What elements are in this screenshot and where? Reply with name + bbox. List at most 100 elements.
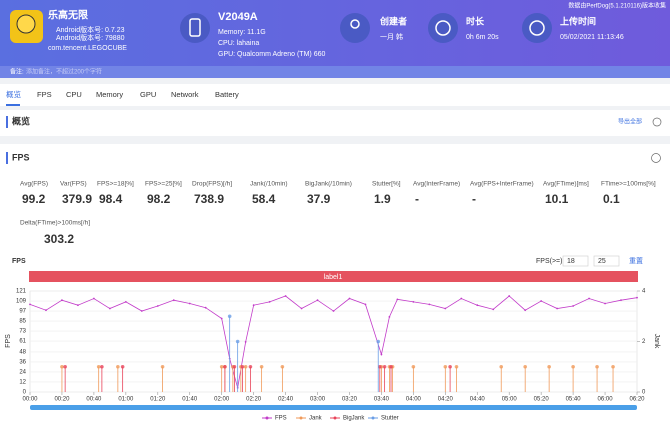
export-link[interactable]: 导出全部	[618, 118, 642, 126]
threshold-input[interactable]	[562, 255, 589, 267]
cpu: CPU: lahaina	[218, 40, 259, 47]
gpu: GPU: Qualcomm Adreno (TM) 660	[218, 51, 325, 58]
threshold-value: 25	[598, 258, 606, 265]
android-version: Android版本号: 0.7.23	[56, 25, 125, 34]
tab[interactable]: 概览	[6, 89, 21, 99]
event-marker	[63, 364, 67, 369]
tab[interactable]: FPS	[37, 90, 52, 99]
metric-label: FTime>=100ms[%]	[601, 181, 656, 188]
fps-point	[124, 300, 127, 303]
x-tick-label: 00:40	[86, 397, 102, 403]
fps-point	[364, 303, 367, 306]
tab[interactable]: CPU	[66, 90, 82, 99]
fps-point	[412, 300, 415, 303]
event-marker	[160, 364, 165, 369]
y-tick-label: 61	[19, 339, 26, 345]
fps-point	[29, 303, 31, 306]
fps-point	[172, 299, 175, 302]
metric-value: -	[472, 192, 476, 206]
legend-dot	[265, 416, 269, 420]
event-marker	[499, 364, 504, 369]
fps-point	[604, 302, 606, 305]
creator: 一月 韩	[380, 32, 403, 41]
x-tick-label: 05:20	[534, 397, 550, 403]
tab[interactable]: Memory	[96, 90, 123, 99]
duration-icon	[428, 13, 458, 43]
fps-point	[540, 300, 543, 302]
y-tick-label: 48	[19, 350, 26, 356]
fps-point	[460, 297, 463, 300]
event-marker	[219, 364, 224, 369]
event-marker	[376, 339, 381, 344]
threshold-label: FPS(>=)	[536, 258, 562, 265]
y-tick-label: 121	[16, 289, 27, 295]
header-bg	[0, 0, 670, 78]
reset-link[interactable]: 重置	[629, 257, 643, 265]
fps-point	[348, 297, 351, 300]
fps-point	[524, 309, 527, 312]
tab[interactable]: GPU	[140, 90, 156, 99]
legend-label[interactable]: Stutter	[381, 416, 399, 422]
tab-underline	[6, 104, 20, 106]
memory: Memory: 11.1G	[218, 29, 266, 36]
fps-point	[284, 295, 287, 297]
legend-label[interactable]: BigJank	[343, 416, 365, 422]
metric-value: 303.2	[44, 232, 74, 246]
y-tick-label: 73	[19, 329, 26, 335]
fps-point	[300, 307, 303, 310]
event-marker	[547, 364, 551, 369]
y2-tick-label: 4	[642, 289, 646, 295]
x-tick-label: 03:00	[310, 397, 326, 403]
fps-point	[156, 305, 159, 307]
y-tick-label: 85	[19, 319, 26, 325]
fps-point	[252, 304, 255, 307]
y2-tick-label: 0	[642, 390, 646, 396]
x-tick-label: 05:00	[502, 397, 518, 403]
legend-label[interactable]: Jank	[309, 416, 323, 422]
event-marker	[523, 364, 527, 369]
y2-tick-label: 2	[642, 339, 646, 345]
duration-label: 时长	[466, 15, 485, 26]
fps-point	[61, 299, 63, 302]
upload-label: 上传时间	[560, 15, 596, 26]
y-tick-label: 24	[19, 370, 26, 376]
android-code: Android版本号: 79880	[56, 33, 125, 42]
overview-panel	[0, 110, 670, 136]
x-tick-label: 02:20	[246, 397, 262, 403]
fps-point	[332, 310, 335, 312]
event-marker	[611, 364, 615, 369]
dropdown-button[interactable]	[651, 153, 661, 163]
legend-dot	[333, 416, 337, 420]
metric-value: 58.4	[252, 192, 276, 206]
clock-icon	[435, 20, 451, 36]
note-input[interactable]: 添加备注，不超过200个字符	[26, 68, 102, 76]
event-marker	[378, 364, 382, 369]
metric-value: -	[415, 192, 419, 206]
x-tick-label: 04:40	[470, 397, 486, 403]
fps-point	[316, 299, 319, 302]
overview-title: 概览	[12, 115, 30, 126]
threshold-input[interactable]	[593, 255, 620, 267]
event-marker	[96, 364, 101, 369]
collapse-button[interactable]	[652, 117, 662, 127]
upload-time: 05/02/2021 11:13:46	[560, 34, 624, 41]
scrollbar[interactable]	[30, 405, 637, 410]
tab[interactable]: Network	[171, 90, 199, 99]
fps-point	[204, 306, 207, 309]
metric-label: Avg(FPS+InterFrame)	[470, 181, 534, 188]
device: V2049A	[218, 11, 258, 23]
legend-label[interactable]: FPS	[275, 416, 287, 422]
legend-dot	[299, 416, 303, 420]
x-tick-label: 06:20	[629, 397, 645, 403]
tab[interactable]: Battery	[215, 90, 239, 99]
event-marker	[60, 364, 64, 369]
event-marker	[248, 364, 253, 369]
fps-panel	[0, 144, 670, 424]
fps-point	[428, 303, 431, 306]
fps-line	[29, 295, 638, 388]
x-tick-label: 02:00	[214, 397, 230, 403]
x-tick-label: 03:20	[342, 397, 358, 403]
chart-title: FPS	[12, 258, 26, 265]
metric-label: BigJank(/10min)	[305, 181, 352, 188]
